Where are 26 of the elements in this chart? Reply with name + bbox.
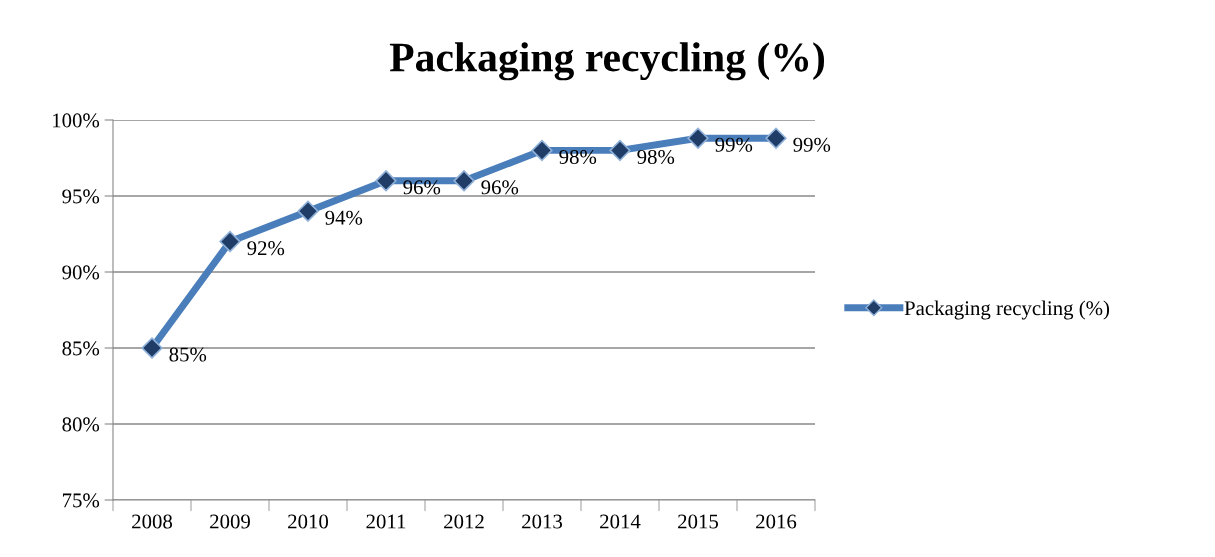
data-label: 85% xyxy=(169,347,207,362)
x-tick-label: 2014 xyxy=(600,514,641,529)
y-tick-label: 80% xyxy=(62,417,100,432)
legend-label: Packaging recycling (%) xyxy=(904,300,1110,320)
data-label: 94% xyxy=(325,210,363,225)
chart-title: Packaging recycling (%) xyxy=(389,42,825,81)
x-tick-label: 2015 xyxy=(678,514,719,529)
y-tick-label: 90% xyxy=(62,265,100,280)
x-tick-label: 2016 xyxy=(756,514,797,529)
x-tick-label: 2012 xyxy=(444,514,484,529)
y-tick-label: 75% xyxy=(62,493,100,508)
data-label: 96% xyxy=(481,180,519,195)
x-tick-label: 2008 xyxy=(132,514,173,529)
x-tick-label: 2010 xyxy=(288,514,329,529)
x-tick-label: 2009 xyxy=(210,514,250,529)
data-label: 99% xyxy=(793,137,831,152)
x-tick-label: 2013 xyxy=(522,514,563,529)
data-label: 96% xyxy=(403,180,441,195)
y-tick-label: 85% xyxy=(62,341,100,356)
x-tick-label: 2011 xyxy=(366,514,406,529)
y-tick-label: 95% xyxy=(62,189,100,204)
data-label: 92% xyxy=(247,241,285,256)
data-label: 98% xyxy=(559,149,597,165)
data-label: 99% xyxy=(715,137,753,152)
data-label: 98% xyxy=(637,149,675,165)
y-tick-label: 100% xyxy=(53,113,100,128)
